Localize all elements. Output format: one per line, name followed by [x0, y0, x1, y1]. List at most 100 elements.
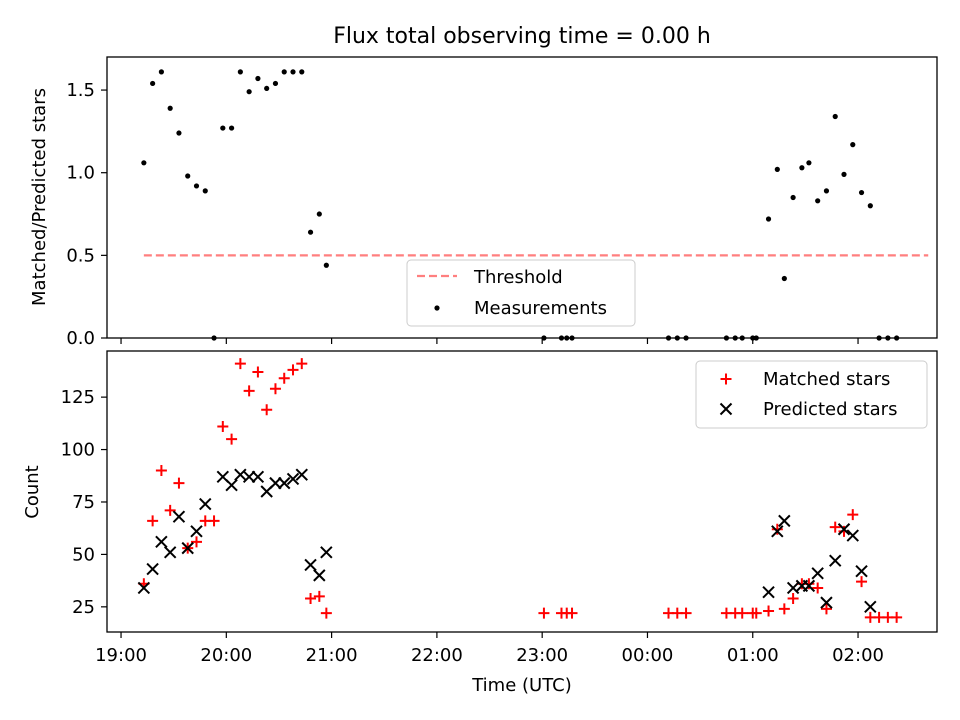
- measurement-point: [732, 335, 738, 341]
- matched-star-point: [147, 515, 159, 527]
- measurement-point: [806, 160, 812, 166]
- measurement-point: [211, 335, 217, 341]
- measurement-point: [176, 130, 182, 136]
- matched-star-point: [771, 523, 783, 535]
- legend-matched-marker: [720, 373, 732, 385]
- measurement-point: [885, 335, 891, 341]
- y-tick-label: 25: [72, 597, 95, 618]
- predicted-star-point: [286, 472, 300, 486]
- x-tick-label: 22:00: [411, 645, 463, 666]
- measurement-point: [674, 335, 680, 341]
- legend-predicted-label: Predicted stars: [763, 399, 897, 420]
- matched-star-point: [296, 358, 308, 370]
- x-tick-label: 00:00: [622, 645, 674, 666]
- matched-star-point: [208, 515, 220, 527]
- legend-threshold-label: Threshold: [473, 267, 563, 288]
- legend-measurements-marker: [434, 305, 440, 311]
- count-panel: 19:00 20:00 21:00 22:00 23:00 00:00 01:00 02:00…: [22, 350, 938, 696]
- matched-star-point: [164, 504, 176, 516]
- predicted-star-point: [295, 468, 308, 481]
- measurement-point: [858, 189, 865, 196]
- count-axes-frame: [106, 350, 938, 633]
- matched-star-point: [566, 607, 578, 619]
- measurement-point: [158, 69, 164, 75]
- x-tick-label: 02:00: [832, 645, 884, 666]
- measurement-point: [141, 160, 147, 166]
- count-plot-area: [137, 358, 903, 623]
- matched-star-point: [217, 420, 229, 432]
- matched-star-point: [155, 465, 167, 477]
- count-y-ticks: 25 50 75 100 125: [61, 387, 107, 618]
- ratio-plot-area: [141, 69, 929, 341]
- matched-star-point: [234, 358, 246, 370]
- x-tick-label: 01:00: [727, 645, 779, 666]
- count-legend: Matched stars Predicted stars: [695, 360, 928, 429]
- measurement-point: [281, 69, 287, 75]
- predicted-star-point: [802, 579, 816, 593]
- predicted-star-point: [199, 497, 212, 511]
- chart-title: Flux total observing time = 0.00 h: [333, 24, 711, 49]
- measurement-point: [564, 335, 570, 341]
- predicted-star-point: [251, 470, 265, 484]
- measurement-point: [832, 113, 838, 120]
- y-tick-label: 1.5: [66, 80, 95, 101]
- predicted-star-point: [242, 470, 256, 484]
- matched-star-point: [829, 521, 841, 533]
- matched-star-point: [820, 603, 832, 615]
- matched-star-point: [856, 576, 868, 588]
- measurement-point: [894, 335, 900, 341]
- measurement-point: [799, 165, 805, 171]
- predicted-star-point: [146, 562, 159, 576]
- matched-star-point: [190, 536, 202, 548]
- legend-measurements-label: Measurements: [474, 298, 607, 319]
- predicted-star-point: [269, 476, 282, 490]
- x-axis-label: Time (UTC): [471, 675, 572, 696]
- measurement-point: [167, 105, 173, 111]
- matched-star-point: [173, 477, 185, 489]
- measurement-point: [876, 335, 882, 341]
- measurement-point: [790, 194, 796, 201]
- predicted-star-point: [778, 514, 791, 528]
- predicted-star-point: [137, 581, 151, 595]
- count-x-ticks: 19:00 20:00 21:00 22:00 23:00 00:00 01:00 02:00: [95, 632, 884, 666]
- y-tick-label: 0.0: [66, 328, 95, 349]
- matched-star-point: [812, 582, 824, 594]
- predicted-star-point: [172, 510, 186, 523]
- legend-predicted-marker: [719, 402, 733, 416]
- matched-star-point: [891, 611, 903, 623]
- predicted-star-point: [811, 567, 824, 580]
- predicted-star-point: [320, 546, 333, 559]
- ratio-legend: Threshold Measurements: [406, 259, 636, 327]
- y-tick-label: 100: [61, 440, 95, 461]
- matched-star-point: [313, 590, 325, 602]
- ratio-y-axis-label: Matched/Predicted stars: [29, 88, 50, 306]
- predicted-star-point: [313, 569, 326, 582]
- matched-star-point: [736, 607, 748, 619]
- legend-x-marker: [719, 402, 733, 416]
- legend-matched-label: Matched stars: [763, 369, 890, 390]
- measurement-point: [739, 335, 745, 341]
- predicted-star-point: [304, 558, 317, 572]
- measurement-point: [850, 142, 856, 148]
- predicted-star-point: [864, 600, 877, 614]
- count-y-axis-label: Count: [22, 465, 43, 518]
- measurement-point: [255, 75, 261, 82]
- measurement-point: [202, 188, 208, 194]
- count-legend-box: [695, 360, 928, 429]
- measurement-point: [323, 262, 329, 268]
- ratio-panel: 0.0 0.5 1.0 1.5 Matched/Predicted stars Thr…: [29, 56, 938, 349]
- ratio-legend-box: [406, 259, 636, 327]
- matched-star-point: [680, 607, 692, 619]
- predicted-star-point: [225, 479, 238, 492]
- y-tick-label: 50: [72, 544, 95, 565]
- matched-star-point: [252, 366, 264, 378]
- measurement-point: [723, 335, 730, 341]
- matched-star-point: [287, 364, 299, 376]
- predicted-star-point: [820, 596, 833, 609]
- ratio-axes-frame: [106, 56, 938, 339]
- measurement-point: [220, 125, 226, 131]
- predicted-star-point: [278, 476, 291, 490]
- y-tick-label: 75: [72, 492, 95, 513]
